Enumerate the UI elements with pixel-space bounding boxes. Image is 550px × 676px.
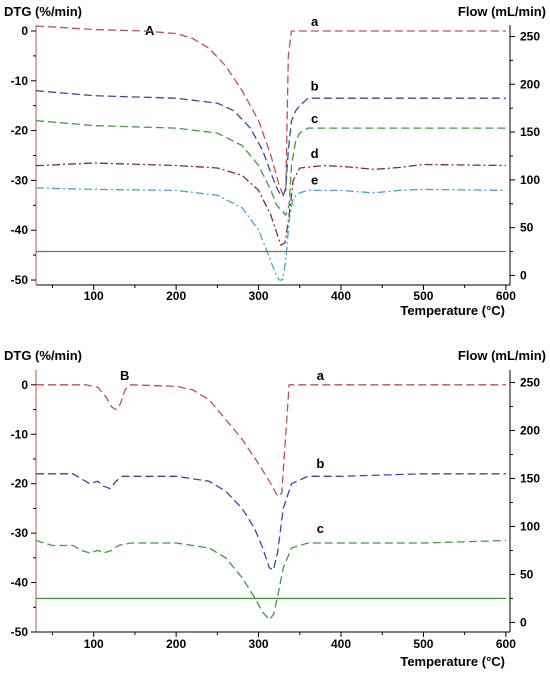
curve-label-b: b	[311, 79, 319, 94]
y-right-tick-label: 0	[520, 615, 527, 629]
y-right-tick-label: 100	[520, 519, 540, 533]
x-tick-label: 500	[413, 637, 433, 651]
x-tick-label: 100	[84, 289, 104, 303]
chart-panel-B: DTG (%/min) Flow (mL/min) Temperature (°C)…	[4, 348, 546, 669]
y-left-tick-label: -40	[11, 223, 29, 237]
curve-label-c: c	[317, 521, 324, 536]
x-tick-label: 200	[166, 637, 186, 651]
left-axis-title: DTG (%/min)	[4, 4, 82, 19]
y-right-tick-label: 200	[520, 423, 540, 437]
curve-label-a: a	[317, 368, 325, 383]
y-right-tick-label: 50	[520, 221, 534, 235]
x-tick-label: 200	[166, 289, 186, 303]
x-tick-label: 600	[496, 289, 516, 303]
curve-label-b: b	[316, 456, 324, 471]
curve-label-c: c	[311, 111, 318, 126]
series-line-c	[35, 119, 506, 216]
y-left-tick-label: -50	[11, 625, 29, 639]
y-right-tick-label: 0	[520, 268, 527, 282]
x-tick-label: 300	[249, 637, 269, 651]
y-left-tick-label: 0	[21, 378, 28, 392]
y-left-tick-label: -40	[11, 576, 29, 590]
chart-panel-A: DTG (%/min) Flow (mL/min) Temperature (°C)…	[4, 4, 546, 318]
curve-label-d: d	[311, 146, 319, 161]
y-left-tick-label: -30	[11, 173, 29, 187]
panel-label: A	[145, 23, 155, 38]
series-line-d	[36, 162, 506, 246]
series-line-a	[36, 384, 506, 497]
x-axis-title: Temperature (°C)	[400, 654, 505, 669]
right-axis-title: Flow (mL/min)	[458, 348, 546, 363]
x-tick-label: 600	[496, 637, 516, 651]
y-left-tick-label: -10	[11, 427, 29, 441]
y-right-tick-label: 100	[520, 173, 540, 187]
series-line-c	[35, 539, 506, 621]
panel-label: B	[120, 368, 129, 383]
series-line-b	[36, 473, 506, 571]
right-axis-title: Flow (mL/min)	[458, 4, 546, 19]
x-axis-title: Temperature (°C)	[400, 303, 505, 318]
y-left-tick-label: 0	[21, 24, 28, 38]
left-axis-title: DTG (%/min)	[4, 348, 82, 363]
y-left-tick-label: -20	[11, 124, 29, 138]
x-tick-label: 300	[249, 289, 269, 303]
y-left-tick-label: -30	[11, 526, 29, 540]
y-left-tick-label: -20	[11, 477, 29, 491]
y-left-tick-label: -10	[11, 74, 29, 88]
x-tick-label: 400	[331, 637, 351, 651]
x-tick-label: 500	[413, 289, 433, 303]
x-tick-label: 400	[331, 289, 351, 303]
y-right-tick-label: 250	[520, 29, 540, 43]
y-right-tick-label: 200	[520, 77, 540, 91]
curve-label-a: a	[311, 14, 319, 29]
y-right-tick-label: 150	[520, 471, 540, 485]
series-line-e	[35, 187, 506, 281]
y-left-tick-label: -50	[11, 273, 29, 287]
x-tick-label: 100	[84, 637, 104, 651]
series-line-b	[35, 90, 506, 196]
curve-label-e: e	[311, 172, 318, 187]
y-right-tick-label: 150	[520, 125, 540, 139]
series-line-a	[35, 25, 506, 196]
y-right-tick-label: 250	[520, 375, 540, 389]
y-right-tick-label: 50	[520, 567, 534, 581]
